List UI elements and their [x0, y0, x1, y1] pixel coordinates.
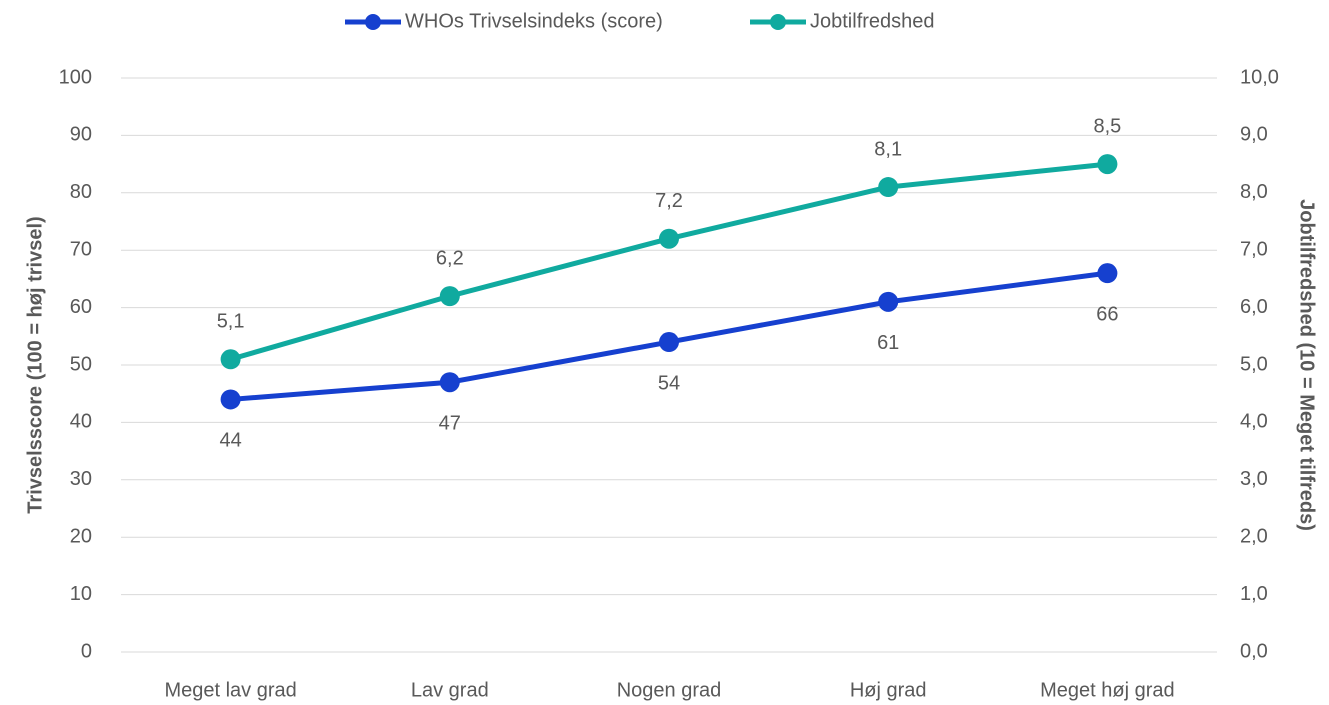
- y-tick-label: 30: [70, 468, 92, 490]
- data-point: [220, 349, 241, 370]
- y2-tick-label: 2,0: [1240, 525, 1268, 547]
- y2-tick-label: 5,0: [1240, 353, 1268, 375]
- legend-marker: [770, 14, 786, 30]
- y-tick-label: 80: [70, 181, 92, 203]
- data-label: 8,5: [1093, 115, 1121, 137]
- legend-label: WHOs Trivselsindeks (score): [405, 10, 663, 32]
- x-tick-label: Meget lav grad: [164, 679, 296, 701]
- data-point: [878, 177, 899, 198]
- y-tick-label: 40: [70, 411, 92, 433]
- y2-tick-label: 10,0: [1240, 66, 1279, 88]
- y2-tick-label: 7,0: [1240, 238, 1268, 260]
- x-tick-label: Høj grad: [850, 679, 927, 701]
- x-tick-label: Lav grad: [411, 679, 489, 701]
- y2-tick-label: 3,0: [1240, 468, 1268, 490]
- data-label: 54: [658, 372, 680, 394]
- legend-marker: [365, 14, 381, 30]
- data-label: 47: [439, 413, 461, 435]
- y-axis-title: Trivselsscore (100 = høj trivsel): [24, 216, 46, 513]
- data-label: 7,2: [655, 190, 683, 212]
- data-label: 6,2: [436, 247, 464, 269]
- y2-tick-label: 1,0: [1240, 583, 1268, 605]
- y-tick-label: 90: [70, 124, 92, 146]
- y2-tick-label: 9,0: [1240, 124, 1268, 146]
- y-tick-label: 0: [81, 640, 92, 662]
- data-point: [1097, 263, 1118, 284]
- data-label: 44: [219, 430, 241, 452]
- data-label: 61: [877, 332, 899, 354]
- data-point: [659, 332, 679, 353]
- y2-tick-label: 8,0: [1240, 181, 1268, 203]
- data-point: [220, 389, 241, 410]
- y2-tick-label: 0,0: [1240, 640, 1268, 662]
- data-point: [439, 286, 460, 307]
- data-point: [878, 291, 899, 312]
- x-tick-label: Nogen grad: [617, 679, 722, 701]
- data-label: 66: [1096, 303, 1118, 325]
- y2-tick-label: 4,0: [1240, 411, 1268, 433]
- y-tick-label: 70: [70, 238, 92, 260]
- data-label: 5,1: [217, 311, 245, 333]
- x-tick-label: Meget høj grad: [1040, 679, 1175, 701]
- y-tick-label: 100: [59, 66, 92, 88]
- data-point: [439, 372, 460, 393]
- y-tick-label: 20: [70, 525, 92, 547]
- y2-tick-label: 6,0: [1240, 296, 1268, 318]
- legend-label: Jobtilfredshed: [810, 10, 935, 32]
- y-tick-label: 10: [70, 583, 92, 605]
- data-point: [1097, 154, 1118, 175]
- data-label: 8,1: [874, 138, 902, 160]
- y-tick-label: 50: [70, 353, 92, 375]
- y2-axis-title: Jobtilfredshed (10 = Meget tilfreds): [1296, 199, 1318, 531]
- data-point: [659, 228, 679, 249]
- y-tick-label: 60: [70, 296, 92, 318]
